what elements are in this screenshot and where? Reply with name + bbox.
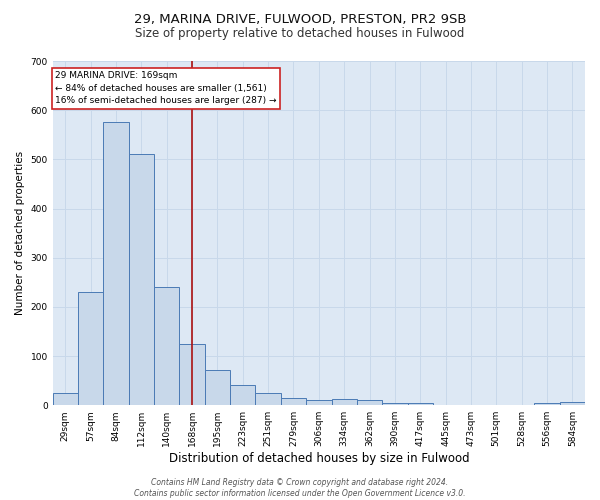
Bar xyxy=(129,154,154,405)
Bar xyxy=(256,393,281,405)
Bar xyxy=(103,122,129,405)
X-axis label: Distribution of detached houses by size in Fulwood: Distribution of detached houses by size … xyxy=(169,452,469,465)
Bar xyxy=(179,344,205,405)
Bar xyxy=(535,402,560,405)
Bar xyxy=(281,398,306,405)
Bar xyxy=(230,384,256,405)
Bar xyxy=(382,402,407,405)
Text: 29, MARINA DRIVE, FULWOOD, PRESTON, PR2 9SB: 29, MARINA DRIVE, FULWOOD, PRESTON, PR2 … xyxy=(134,12,466,26)
Text: Size of property relative to detached houses in Fulwood: Size of property relative to detached ho… xyxy=(136,28,464,40)
Bar xyxy=(53,393,78,405)
Bar xyxy=(306,400,332,405)
Text: Contains HM Land Registry data © Crown copyright and database right 2024.
Contai: Contains HM Land Registry data © Crown c… xyxy=(134,478,466,498)
Text: 29 MARINA DRIVE: 169sqm
← 84% of detached houses are smaller (1,561)
16% of semi: 29 MARINA DRIVE: 169sqm ← 84% of detache… xyxy=(55,72,277,106)
Y-axis label: Number of detached properties: Number of detached properties xyxy=(15,151,25,315)
Bar xyxy=(205,370,230,405)
Bar xyxy=(407,402,433,405)
Bar xyxy=(78,292,103,405)
Bar xyxy=(560,402,585,405)
Bar xyxy=(332,400,357,405)
Bar xyxy=(154,287,179,405)
Bar xyxy=(357,400,382,405)
